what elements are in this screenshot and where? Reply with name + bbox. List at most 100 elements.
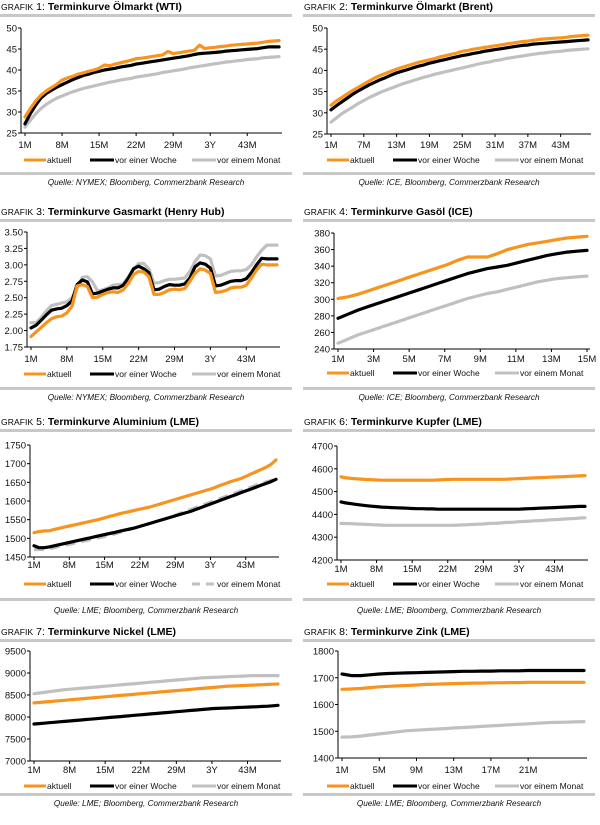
chart-panel-4: GRAFIK 4: Terminkurve Gasöl (ICE) 240 260… xyxy=(303,205,597,405)
legend-label-woche: vor einer Woche xyxy=(115,369,177,379)
x-tick-label: 15M xyxy=(96,765,115,776)
chart-title: GRAFIK 8: Terminkurve Zink (LME) xyxy=(304,626,470,638)
series-line-monat xyxy=(34,477,277,552)
legend-label-aktuell: aktuell xyxy=(47,781,72,791)
legend-label-monat: vor einem Monat xyxy=(520,368,584,378)
chart-source: Quelle: LME; Bloomberg, Commerzbank Rese… xyxy=(53,606,239,615)
y-tick-label: 30 xyxy=(312,108,323,119)
source-separator xyxy=(0,387,292,390)
x-tick-label: 22M xyxy=(127,140,146,151)
legend-label-woche: vor einer Woche xyxy=(418,368,480,378)
source-separator xyxy=(303,172,595,175)
series-line-monat xyxy=(340,719,586,739)
legend-label-monat: vor einem Monat xyxy=(217,155,281,165)
y-tick-label: 4500 xyxy=(312,487,333,498)
y-tick-label: 45 xyxy=(6,45,17,56)
title-text: Terminkurve Aluminium (LME) xyxy=(47,416,199,428)
legend: aktuell vor einer Woche vor einem Monat xyxy=(327,781,584,791)
chart-source: Quelle: LME; Bloomberg, Commerzbank Rese… xyxy=(53,799,239,808)
x-tick-label: 1M xyxy=(335,765,348,776)
x-tick-label: 7M xyxy=(357,140,370,151)
chart-plot: 240 260 280 300 320 340 360 380 1M 3M 5M 7M 9M 11M 13M… xyxy=(314,229,597,379)
title-number: 4: xyxy=(339,206,348,218)
y-tick-label: 4400 xyxy=(312,510,333,521)
source-separator xyxy=(303,598,595,601)
y-tick-label: 1550 xyxy=(5,515,26,526)
title-prefix: GRAFIK xyxy=(1,627,34,637)
y-tick-label: 45 xyxy=(312,45,323,56)
y-tick-label: 1800 xyxy=(313,647,334,658)
x-tick-label: 8M xyxy=(63,765,76,776)
chart-plot: 1450 1500 1550 1600 1650 1700 1750 1M 8M 15M 22M 29… xyxy=(5,441,281,590)
title-text: Terminkurve Ölmarkt (Brent) xyxy=(350,1,494,13)
y-tick-label: 2.00 xyxy=(5,326,24,337)
legend-label-woche: vor einer Woche xyxy=(418,155,480,165)
y-tick-label: 1400 xyxy=(313,754,334,765)
chart-plot: 25 30 35 40 45 50 1M 7M 13M 19M 25M 31M 37M 43M aktuel… xyxy=(312,24,591,165)
y-tick-label: 300 xyxy=(314,295,330,306)
chart-panel-3: GRAFIK 3: Terminkurve Gasmarkt (Henry Hu… xyxy=(0,205,294,405)
x-tick-label: 22M xyxy=(439,564,458,575)
legend-label-woche: vor einer Woche xyxy=(115,579,177,589)
title-prefix: GRAFIK xyxy=(304,417,337,427)
y-tick-label: 320 xyxy=(314,278,330,289)
series-line-woche xyxy=(339,500,587,511)
title-number: 6: xyxy=(339,416,348,428)
title-prefix: GRAFIK xyxy=(304,207,337,217)
y-tick-label: 380 xyxy=(314,229,330,240)
legend-label-aktuell: aktuell xyxy=(350,579,375,589)
y-tick-label: 1450 xyxy=(5,553,26,564)
x-tick-label: 11M xyxy=(507,354,525,365)
title-text: Terminkurve Gasmarkt (Henry Hub) xyxy=(47,206,225,218)
legend-label-monat: vor einem Monat xyxy=(217,579,281,589)
x-tick-label: 8M xyxy=(370,564,383,575)
chart-plot: 1400 1500 1600 1700 1800 1M 5M 9M 13M 17M 21M aktue… xyxy=(313,647,587,791)
title-separator xyxy=(0,219,292,222)
y-tick-label: 360 xyxy=(314,245,330,256)
chart-plot: 1.75 2.00 2.25 2.50 2.75 3.00 3.25 3.50 1M 8M 15M 2… xyxy=(5,228,281,380)
series-line-aktuell xyxy=(329,33,590,107)
chart-title: GRAFIK 4: Terminkurve Gasöl (ICE) xyxy=(304,206,473,218)
title-text: Terminkurve Gasöl (ICE) xyxy=(350,206,473,218)
y-tick-label: 8000 xyxy=(5,713,26,724)
title-number: 5: xyxy=(36,416,45,428)
x-tick-label: 1M xyxy=(331,354,344,365)
y-tick-label: 25 xyxy=(6,129,17,140)
x-tick-label: 22M xyxy=(131,560,150,571)
chart-source: Quelle: LME; Bloomberg, Commerzbank Rese… xyxy=(356,606,542,615)
x-tick-label: 8M xyxy=(60,354,73,365)
x-tick-label: 17M xyxy=(482,765,501,776)
y-tick-label: 40 xyxy=(312,66,323,77)
x-tick-label: 15M xyxy=(90,140,109,151)
x-tick-label: 15M xyxy=(578,354,597,365)
x-tick-label: 1M xyxy=(324,140,337,151)
x-tick-label: 13M xyxy=(444,765,463,776)
y-tick-label: 50 xyxy=(312,24,323,35)
title-separator xyxy=(0,429,292,432)
x-tick-label: 31M xyxy=(486,140,505,151)
y-tick-label: 35 xyxy=(6,87,17,98)
series-line-aktuell xyxy=(336,234,589,301)
x-tick-label: 1M xyxy=(27,560,40,571)
legend-label-woche: vor einer Woche xyxy=(115,155,177,165)
chart-title: GRAFIK 1: Terminkurve Ölmarkt (WTI) xyxy=(1,1,182,13)
legend-label-aktuell: aktuell xyxy=(350,781,375,791)
y-tick-label: 1700 xyxy=(313,673,334,684)
title-separator xyxy=(0,14,292,17)
legend-label-aktuell: aktuell xyxy=(47,155,72,165)
title-number: 1: xyxy=(36,1,45,13)
y-tick-label: 1600 xyxy=(5,497,26,508)
legend: aktuell vor einer Woche vor einem Monat xyxy=(327,368,584,378)
x-tick-label: 15M xyxy=(95,560,114,571)
legend-label-aktuell: aktuell xyxy=(47,579,72,589)
x-tick-label: 3Y xyxy=(206,765,218,776)
y-tick-label: 240 xyxy=(314,345,330,356)
legend: aktuell vor einer Woche vor einem Monat xyxy=(24,579,281,589)
legend: aktuell vor einer Woche vor einem Monat xyxy=(24,781,281,791)
y-tick-label: 50 xyxy=(6,24,17,35)
title-separator xyxy=(303,219,595,222)
y-tick-label: 8500 xyxy=(5,691,26,702)
title-number: 7: xyxy=(36,626,45,638)
x-tick-label: 21M xyxy=(519,765,538,776)
title-prefix: GRAFIK xyxy=(1,207,34,217)
